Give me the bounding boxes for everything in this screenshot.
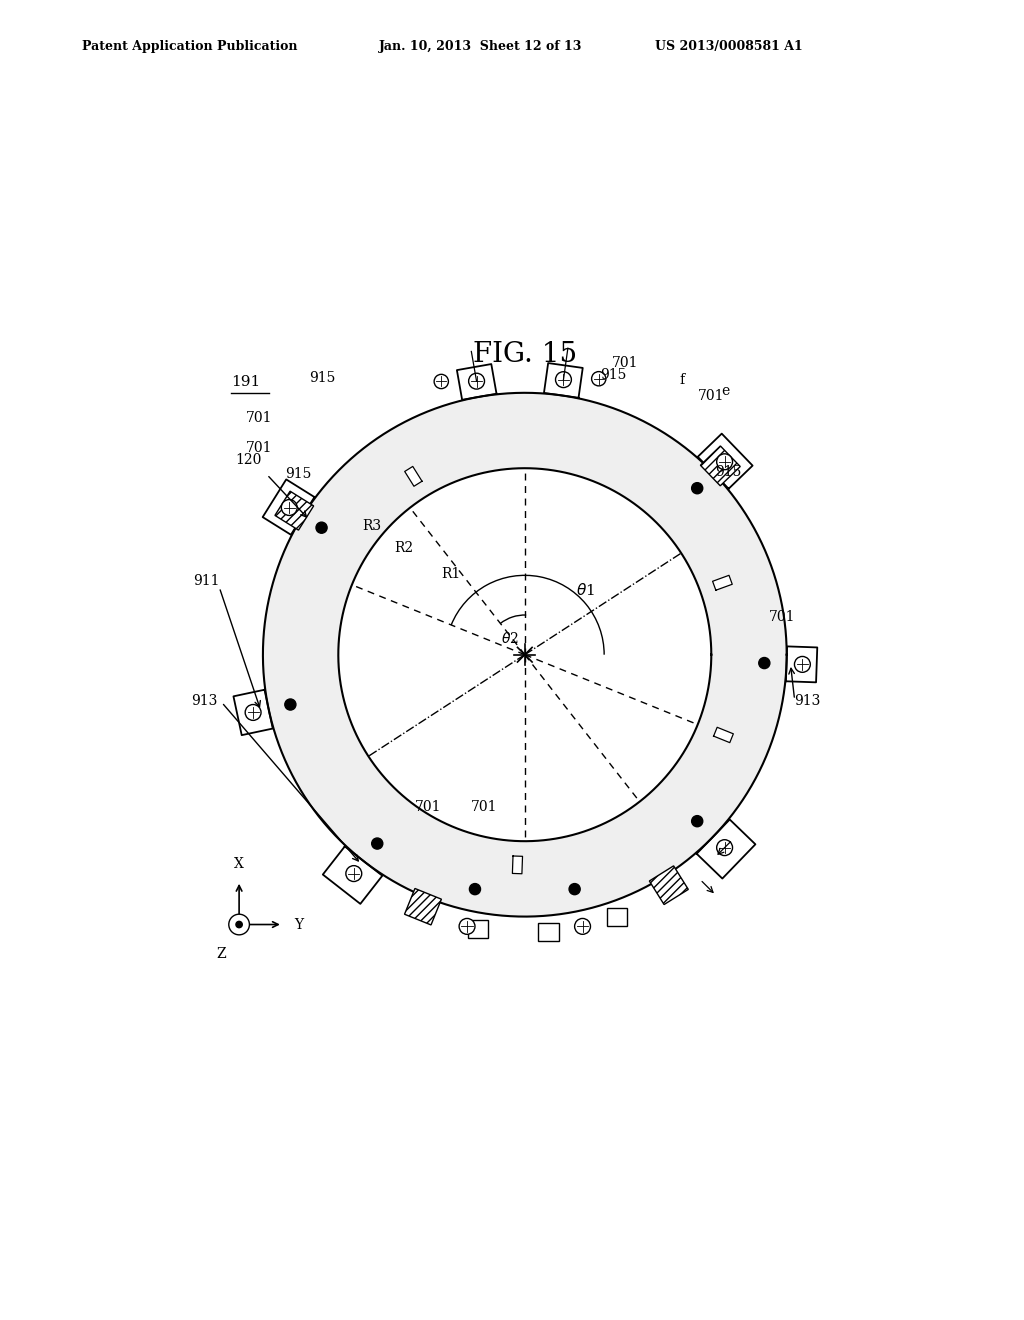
- Circle shape: [338, 469, 712, 841]
- Polygon shape: [323, 846, 382, 904]
- Circle shape: [282, 499, 297, 515]
- Polygon shape: [512, 855, 522, 874]
- Text: 701: 701: [416, 800, 441, 814]
- Polygon shape: [785, 647, 817, 682]
- Text: 911: 911: [194, 574, 219, 587]
- Circle shape: [795, 656, 810, 672]
- Text: 915: 915: [285, 467, 311, 480]
- Polygon shape: [263, 479, 314, 535]
- Text: Patent Application Publication: Patent Application Publication: [82, 40, 297, 53]
- Text: $\theta$1: $\theta$1: [577, 582, 595, 598]
- Circle shape: [569, 883, 581, 895]
- Polygon shape: [404, 466, 422, 486]
- Polygon shape: [275, 491, 313, 531]
- Circle shape: [691, 483, 702, 494]
- Polygon shape: [649, 866, 688, 904]
- Polygon shape: [696, 820, 756, 879]
- Text: 701: 701: [246, 441, 272, 455]
- Circle shape: [372, 838, 383, 849]
- Text: R1: R1: [441, 566, 461, 581]
- Polygon shape: [714, 727, 733, 743]
- Text: 701: 701: [471, 800, 498, 814]
- Circle shape: [759, 657, 770, 669]
- Text: Z: Z: [217, 946, 226, 961]
- Text: 915: 915: [600, 368, 627, 383]
- Text: 701: 701: [697, 389, 724, 403]
- Polygon shape: [713, 576, 732, 590]
- Bar: [468, 920, 488, 939]
- Text: 913: 913: [191, 694, 218, 708]
- Circle shape: [346, 866, 361, 882]
- Text: 701: 701: [246, 411, 272, 425]
- Text: FIG. 15: FIG. 15: [473, 341, 577, 368]
- Circle shape: [285, 700, 296, 710]
- Polygon shape: [544, 363, 583, 397]
- Text: 701: 701: [769, 610, 796, 623]
- Text: 915: 915: [309, 371, 335, 385]
- Circle shape: [592, 372, 606, 385]
- Circle shape: [434, 375, 449, 388]
- Text: R3: R3: [362, 519, 381, 533]
- Polygon shape: [404, 888, 441, 925]
- Bar: [538, 924, 559, 941]
- Polygon shape: [233, 690, 272, 735]
- Circle shape: [228, 915, 250, 935]
- Circle shape: [245, 705, 261, 721]
- Polygon shape: [457, 364, 497, 400]
- Circle shape: [236, 921, 243, 928]
- Text: Y: Y: [294, 917, 303, 932]
- Circle shape: [263, 393, 786, 916]
- Polygon shape: [700, 446, 740, 486]
- Text: 120: 120: [236, 453, 261, 467]
- Circle shape: [717, 840, 732, 855]
- Bar: [607, 908, 628, 925]
- Text: 191: 191: [231, 375, 260, 389]
- Circle shape: [316, 523, 327, 533]
- Text: X: X: [234, 858, 244, 871]
- Circle shape: [691, 816, 702, 826]
- Circle shape: [469, 374, 484, 389]
- Circle shape: [556, 372, 571, 388]
- Text: $\theta$2: $\theta$2: [501, 631, 519, 645]
- Text: R2: R2: [394, 540, 413, 554]
- Circle shape: [459, 919, 475, 935]
- Circle shape: [574, 919, 591, 935]
- Text: 913: 913: [795, 694, 821, 708]
- Text: US 2013/0008581 A1: US 2013/0008581 A1: [655, 40, 803, 53]
- Text: f: f: [680, 374, 685, 387]
- Polygon shape: [697, 434, 753, 488]
- Circle shape: [469, 883, 480, 895]
- Text: Jan. 10, 2013  Sheet 12 of 13: Jan. 10, 2013 Sheet 12 of 13: [379, 40, 583, 53]
- Text: 701: 701: [612, 355, 639, 370]
- Circle shape: [717, 454, 732, 470]
- Text: e: e: [722, 384, 730, 399]
- Text: 915: 915: [715, 465, 741, 479]
